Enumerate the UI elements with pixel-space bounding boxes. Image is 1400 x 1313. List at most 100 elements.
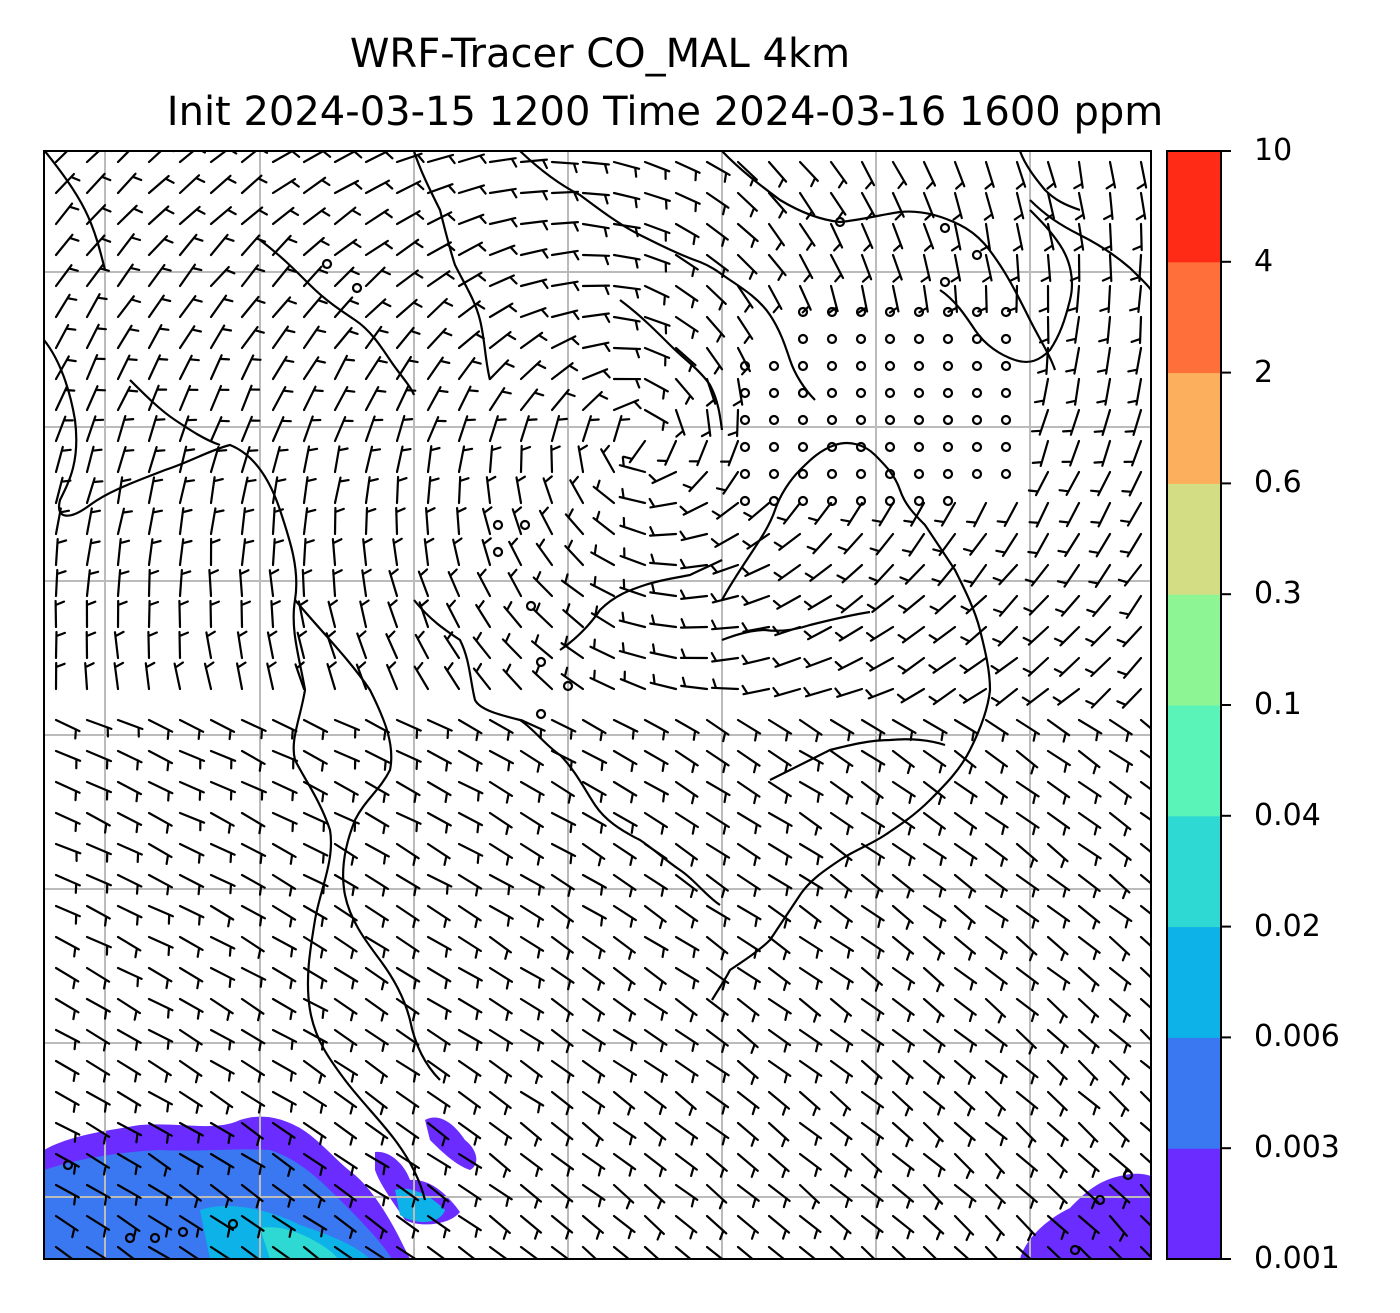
wind-barb — [457, 1121, 482, 1146]
wind-barb — [426, 749, 452, 772]
wind-barb — [550, 362, 579, 381]
wind-barb — [736, 997, 760, 1023]
wind-barb — [333, 386, 356, 412]
wind-barb — [85, 718, 113, 738]
wind-barb — [803, 625, 833, 641]
wind-barb — [705, 780, 731, 804]
calm-wind-circle — [939, 222, 951, 234]
wind-barb — [457, 153, 487, 164]
wind-barb — [271, 1245, 292, 1259]
wind-barb — [54, 1090, 80, 1113]
wind-barb — [240, 446, 259, 474]
wind-barb — [271, 445, 289, 474]
wind-barb — [476, 568, 492, 598]
calm-wind-circle — [1000, 387, 1012, 399]
wind-barb — [503, 601, 523, 629]
wind-barb — [1046, 1121, 1069, 1147]
wind-barb — [457, 1090, 481, 1115]
wind-barb — [209, 174, 237, 195]
wind-barb — [209, 780, 237, 801]
tracer-plume-southeast — [1020, 1173, 1151, 1259]
wind-barb — [550, 1183, 574, 1209]
wind-barb — [953, 160, 966, 190]
wind-barb — [564, 508, 585, 536]
wind-barb — [488, 1121, 513, 1146]
wind-barb — [808, 501, 833, 525]
calm-wind-circle — [768, 387, 780, 399]
wind-barb — [519, 1214, 543, 1240]
wind-barb — [147, 476, 164, 505]
wind-barb — [333, 1152, 358, 1176]
wind-barb — [798, 997, 822, 1023]
wind-barb — [488, 157, 518, 168]
wind-barb — [302, 1152, 327, 1176]
wind-barb — [364, 1059, 388, 1084]
colorbar — [1167, 150, 1231, 1260]
wind-barb — [891, 997, 915, 1023]
wind-barb — [643, 718, 669, 741]
wind-barb — [736, 811, 762, 835]
calm-wind-circle — [855, 468, 867, 480]
wind-barb — [982, 253, 993, 283]
wind-barb — [984, 966, 1008, 992]
wind-barb — [860, 780, 884, 806]
wind-barb — [992, 625, 1019, 647]
wind-barb — [395, 238, 424, 257]
wind-barb — [612, 904, 637, 928]
wind-barb — [592, 479, 616, 505]
wind-barb — [984, 1183, 1006, 1210]
wind-barb — [488, 1028, 514, 1052]
wind-barb — [1027, 470, 1050, 497]
wind-barb — [178, 1121, 204, 1144]
wind-barb — [457, 213, 487, 226]
wind-barb — [581, 904, 607, 927]
wind-barb — [1108, 904, 1133, 929]
calm-wind-circle — [124, 1232, 136, 1244]
wind-barb — [643, 191, 671, 210]
wind-barb — [209, 537, 221, 567]
wind-barb — [302, 356, 326, 381]
wind-barb — [178, 997, 204, 1020]
wind-barb — [963, 563, 988, 588]
wind-barb — [519, 873, 545, 896]
wind-barb — [85, 569, 100, 598]
wind-barb — [519, 1152, 543, 1177]
wind-barb — [929, 594, 957, 615]
wind-barb — [395, 1183, 420, 1208]
wind-barb — [806, 532, 833, 555]
wind-barb — [891, 1090, 914, 1117]
wind-barb — [829, 966, 854, 990]
wind-barb — [871, 501, 895, 527]
wind-barb — [271, 264, 297, 288]
wind-barb — [1024, 563, 1050, 587]
wind-barb — [896, 687, 926, 704]
wind-barb — [1031, 439, 1050, 467]
wind-barb — [418, 599, 430, 629]
wind-barb — [829, 997, 852, 1023]
wind-barb — [147, 294, 172, 319]
wind-barb — [773, 532, 802, 551]
wind-barb — [426, 327, 453, 350]
wind-barb — [364, 997, 389, 1022]
wind-barb — [515, 475, 526, 505]
wind-barb — [891, 1152, 915, 1178]
wind-barb — [1108, 1028, 1132, 1054]
wind-barb — [508, 537, 523, 567]
wind-barb — [116, 172, 143, 195]
colorbar-label: 0.3 — [1254, 576, 1302, 612]
wind-barb — [271, 1183, 295, 1208]
wind-barb — [364, 749, 391, 771]
coastlines-and-borders — [44, 151, 1151, 1201]
wind-barb — [209, 476, 224, 505]
wind-barb — [1077, 873, 1101, 899]
wind-barb — [1058, 470, 1081, 496]
wind-barb — [54, 538, 68, 567]
calm-wind-circle — [768, 414, 780, 426]
wind-barb — [519, 1245, 540, 1259]
wind-barb — [984, 873, 1008, 898]
wind-barb — [922, 873, 947, 898]
wind-barb — [519, 1183, 543, 1209]
wind-barb — [705, 873, 729, 898]
wind-barb — [829, 1152, 853, 1178]
wind-barb — [836, 563, 864, 584]
